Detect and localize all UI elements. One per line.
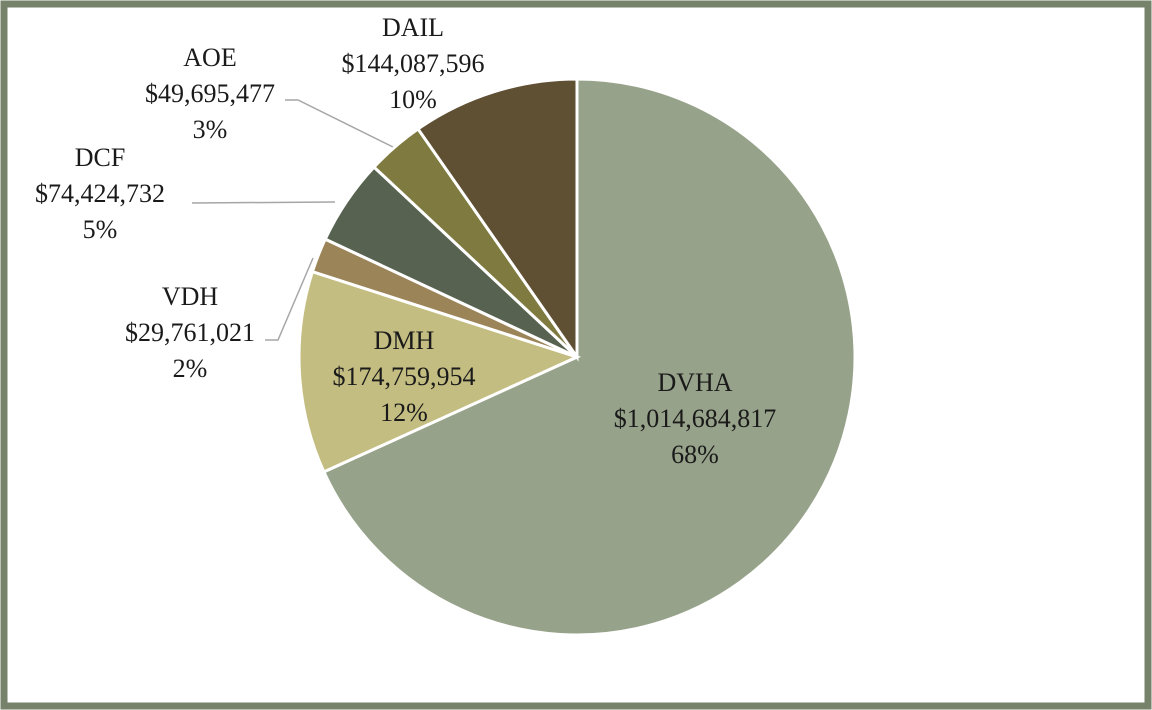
slice-label-name: AOE bbox=[183, 43, 236, 72]
slice-label-name: DVHA bbox=[657, 368, 732, 397]
leader-line bbox=[285, 99, 396, 149]
slice-label-percent: 10% bbox=[389, 85, 437, 114]
slice-label-value: $49,695,477 bbox=[145, 79, 275, 108]
slice-label-name: DMH bbox=[374, 326, 435, 355]
slice-label-percent: 68% bbox=[671, 440, 719, 469]
slice-label-percent: 3% bbox=[193, 115, 228, 144]
pie-slice bbox=[415, 77, 579, 362]
slice-label-percent: 2% bbox=[173, 354, 208, 383]
slice-label-percent: 5% bbox=[83, 215, 118, 244]
slice-label-value: $29,761,021 bbox=[125, 318, 255, 347]
slice-label-value: $1,014,684,817 bbox=[614, 404, 777, 433]
slice-label-percent: 12% bbox=[380, 398, 428, 427]
slice-label-value: $174,759,954 bbox=[333, 362, 476, 391]
slice-label-value: $144,087,596 bbox=[342, 49, 485, 78]
leader-line bbox=[265, 257, 314, 341]
slice-label-name: DCF bbox=[75, 143, 126, 172]
pie-slice bbox=[321, 77, 857, 637]
pie-slice bbox=[297, 269, 582, 474]
leader-line bbox=[191, 201, 336, 204]
slice-label-name: DAIL bbox=[382, 13, 444, 42]
slice-label-name: VDH bbox=[162, 282, 219, 311]
slice-label-value: $74,424,732 bbox=[35, 179, 165, 208]
